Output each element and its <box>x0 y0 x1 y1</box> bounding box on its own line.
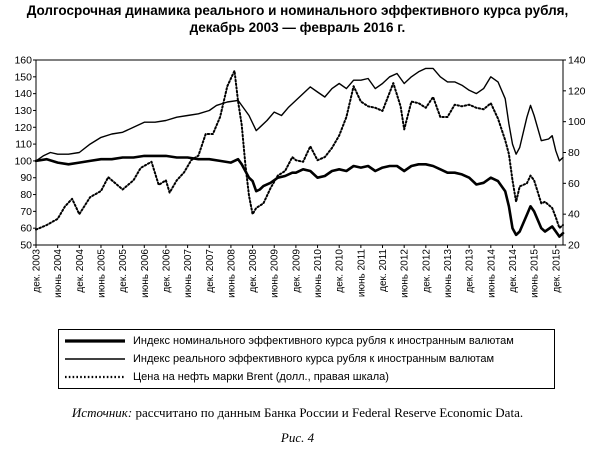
y-right-tick-label: 60 <box>568 178 580 190</box>
x-tick-label: июнь 2004 <box>53 249 64 298</box>
legend-swatch-nominal <box>65 339 125 343</box>
legend-item-brent: Цена на нефть марки Brent (долл., правая… <box>65 369 389 385</box>
x-tick-label: дек. 2006 <box>161 249 172 293</box>
legend-label-brent: Цена на нефть марки Brent (долл., правая… <box>133 371 389 383</box>
x-tick-label: дек. 2007 <box>205 249 216 293</box>
y-right-tick-label: 20 <box>568 240 580 252</box>
y-left-tick-label: 160 <box>14 55 32 67</box>
legend-swatch-brent <box>65 375 125 379</box>
y-left-tick-label: 90 <box>20 172 32 184</box>
legend: Индекс номинального эффективного курса р… <box>58 329 555 389</box>
x-tick-label: июнь 2006 <box>140 249 151 298</box>
legend-item-nominal: Индекс номинального эффективного курса р… <box>65 333 514 349</box>
figure-caption: Рис. 4 <box>280 430 315 445</box>
x-tick-label: июнь 2013 <box>443 249 454 298</box>
y-right-tick-label: 100 <box>568 116 586 128</box>
legend-label-real: Индекс реального эффективного курса рубл… <box>133 353 495 365</box>
source-note: Источник: рассчитано по данным Банка Рос… <box>0 405 595 421</box>
y-left-tick-label: 140 <box>14 88 32 100</box>
x-tick-label: июнь 2014 <box>486 249 497 298</box>
x-tick-label: июнь 2012 <box>400 249 411 298</box>
legend-swatch-real <box>65 358 125 360</box>
x-tick-label: дек. 2003 <box>32 249 43 293</box>
x-tick-label: июнь 2005 <box>96 249 107 298</box>
y-right-tick-label: 40 <box>568 209 580 221</box>
legend-item-real: Индекс реального эффективного курса рубл… <box>65 351 494 367</box>
x-tick-label: дек. 2013 <box>465 249 476 293</box>
y-left-tick-label: 110 <box>15 139 32 151</box>
y-right-tick-label: 140 <box>568 55 586 67</box>
x-tick-label: июнь 2007 <box>183 249 194 298</box>
series-line-brent <box>35 69 564 231</box>
x-tick-label: дек. 2012 <box>421 249 432 293</box>
x-tick-label: дек. 2014 <box>508 249 519 293</box>
y-left-tick-label: 150 <box>14 71 32 83</box>
y-left-tick-label: 50 <box>20 240 32 252</box>
y-left-tick-label: 60 <box>20 223 32 235</box>
x-tick-label: дек. 2015 <box>551 249 562 293</box>
source-lead: Источник: <box>71 405 133 420</box>
x-tick-label: дек. 2008 <box>248 249 259 293</box>
chart-title: Долгосрочная динамика реального и номина… <box>26 3 569 35</box>
legend-label-nominal: Индекс номинального эффективного курса р… <box>133 335 514 347</box>
y-right-tick-label: 80 <box>568 147 580 159</box>
x-tick-label: июнь 2011 <box>356 249 367 298</box>
x-tick-label: дек. 2010 <box>335 249 346 293</box>
x-tick-label: июнь 2008 <box>226 249 237 298</box>
x-tick-label: дек. 2004 <box>75 249 86 293</box>
y-left-tick-label: 70 <box>20 206 32 218</box>
y-left-tick-label: 130 <box>14 105 32 117</box>
x-tick-label: дек. 2009 <box>291 249 302 293</box>
source-text: рассчитано по данным Банка России и Fede… <box>132 405 524 420</box>
x-tick-label: июнь 2009 <box>270 249 281 298</box>
x-tick-label: июнь 2015 <box>530 249 541 298</box>
y-left-tick-label: 100 <box>14 155 32 167</box>
series-line-nominal <box>34 154 565 238</box>
y-left-tick-label: 120 <box>14 122 32 134</box>
line-chart: 50 60 70 80 90 100 110 120 130 140 150 160 20 40 60 80 1… <box>14 55 586 298</box>
x-tick-label: июнь 2010 <box>313 249 324 298</box>
y-right-tick-label: 120 <box>568 85 586 97</box>
x-tick-label: дек. 2005 <box>118 249 129 293</box>
y-left-tick-label: 80 <box>20 189 32 201</box>
x-tick-label: дек. 2011 <box>378 249 389 292</box>
series-line-real <box>35 67 564 162</box>
